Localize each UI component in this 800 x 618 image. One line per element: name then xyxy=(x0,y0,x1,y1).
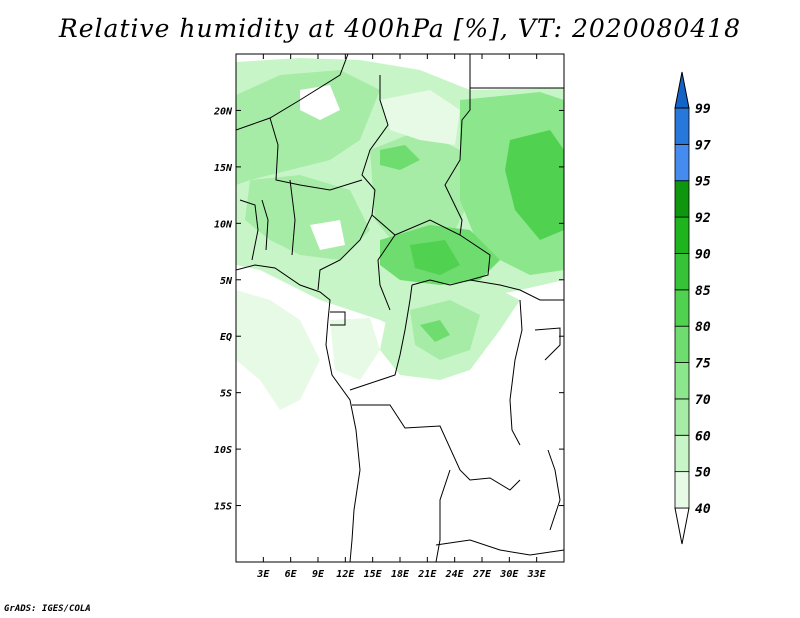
colorbar-level-label: 99 xyxy=(695,102,711,117)
colorbar-level-label: 60 xyxy=(695,429,711,444)
grads-credit: GrADS: IGES/COLA xyxy=(4,604,91,614)
colorbar-swatch xyxy=(674,434,690,473)
lon-tick-label: 3E xyxy=(256,569,270,580)
lon-tick-label: 6E xyxy=(285,569,298,580)
colorbar-level-label: 95 xyxy=(695,175,711,190)
colorbar-swatch xyxy=(674,180,690,218)
colorbar-swatch xyxy=(674,289,690,327)
colorbar-swatch xyxy=(674,107,690,145)
lat-tick-label: EQ xyxy=(220,332,232,343)
lon-tick-label: 15E xyxy=(364,569,383,580)
map-title: Relative humidity at 400hPa [%], VT: 202… xyxy=(58,14,742,43)
lat-tick-label: 5S xyxy=(220,389,232,400)
colorbar-level-label: 50 xyxy=(695,466,711,481)
colorbar-level-label: 40 xyxy=(695,502,711,517)
colorbar-level-label: 97 xyxy=(695,138,711,153)
colorbar-level-label: 70 xyxy=(695,393,711,408)
colorbar: 40 50 60 70 75 80 85 90 92 95 97 99 xyxy=(674,71,711,545)
colorbar-swatch-above xyxy=(674,71,690,109)
lat-tick-label: 5N xyxy=(220,276,233,287)
colorbar-swatch xyxy=(674,471,690,509)
colorbar-level-label: 92 xyxy=(695,211,711,226)
colorbar-level-label: 75 xyxy=(695,357,711,372)
lon-tick-label: 12E xyxy=(336,569,355,580)
lon-tick-label: 24E xyxy=(445,569,465,580)
lon-tick-label: 9E xyxy=(312,569,325,580)
colorbar-swatch-below xyxy=(674,507,690,545)
colorbar-level-label: 85 xyxy=(695,284,711,299)
lon-tick-label: 30E xyxy=(499,569,519,580)
colorbar-level-label: 90 xyxy=(695,247,711,262)
lat-tick-label: 15N xyxy=(214,163,233,174)
lat-tick-label: 10N xyxy=(214,219,233,230)
lon-tick-label: 27E xyxy=(472,569,492,580)
axis-ticks: 3E 6E 9E 12E 15E 18E 21E 24E 27E 30E 33E 20N 15N 10N 5… xyxy=(213,54,564,580)
lon-tick-label: 21E xyxy=(417,569,437,580)
colorbar-swatch xyxy=(674,216,690,254)
colorbar-swatch xyxy=(674,253,690,291)
country-borders xyxy=(236,54,564,562)
colorbar-swatch xyxy=(674,398,690,436)
lat-tick-label: 20N xyxy=(213,106,233,117)
lat-tick-label: 10S xyxy=(214,445,232,456)
lon-tick-label: 18E xyxy=(391,569,410,580)
colorbar-swatch xyxy=(674,143,690,182)
lon-tick-label: 33E xyxy=(527,569,547,580)
colorbar-swatch xyxy=(674,325,690,363)
colorbar-level-label: 80 xyxy=(695,320,711,335)
lat-tick-label: 15S xyxy=(214,502,232,513)
colorbar-swatch xyxy=(674,362,690,400)
